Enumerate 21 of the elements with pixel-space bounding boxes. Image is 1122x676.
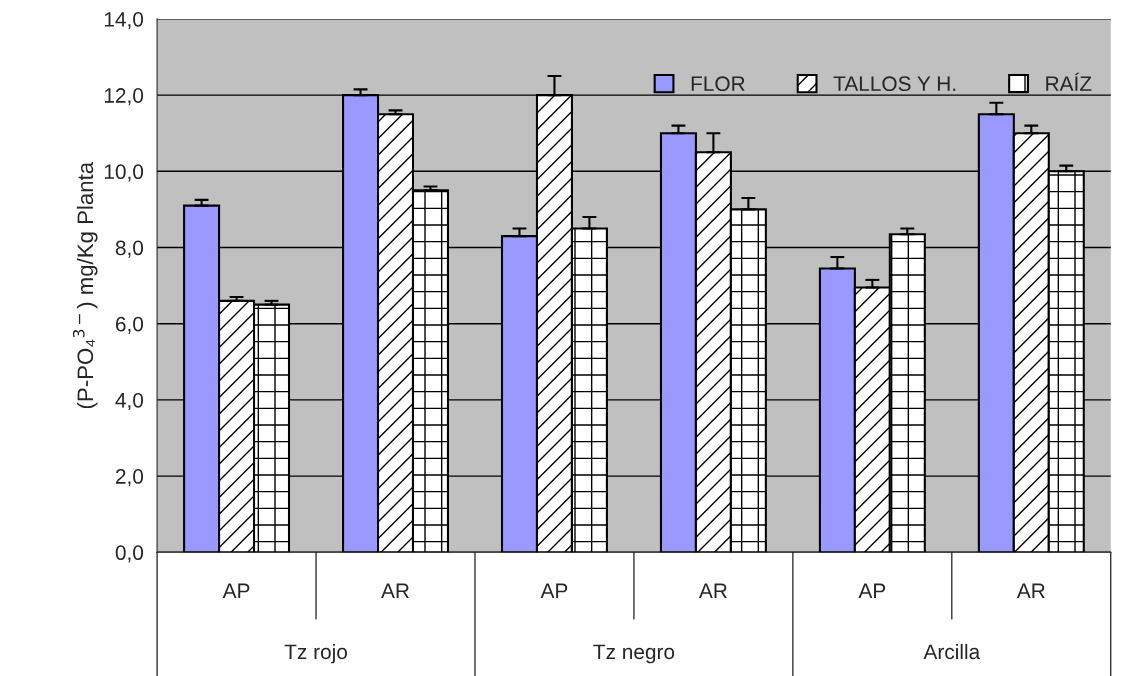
y-tick-label: 14,0 xyxy=(104,11,144,30)
x-tick-label: AR xyxy=(381,583,410,598)
y-tick-label: 6,0 xyxy=(115,316,144,334)
x-tick-label: AR xyxy=(698,583,727,598)
text: Tz negro xyxy=(593,644,675,664)
x-tick-label: AP xyxy=(858,583,886,598)
text: Arcilla xyxy=(923,643,981,660)
y-tick-label: 8,0 xyxy=(115,240,144,258)
x-tick-label: AP xyxy=(540,583,568,598)
y-tick-label: 10,0 xyxy=(104,164,144,182)
y-tick-label: 2,0 xyxy=(115,469,144,487)
legend-label: FLOR xyxy=(691,76,745,92)
y-tick-label: 0,0 xyxy=(115,545,144,563)
legend-label: TALLOS Y H. xyxy=(833,76,956,92)
y-tick-label: 12,0 xyxy=(104,88,144,106)
y-tick-label: 4,0 xyxy=(115,392,144,411)
y-axis-title: (P-PO₄$^{3−}$) mg/Kg Planta xyxy=(72,161,98,409)
text: Tz rojo xyxy=(284,643,347,664)
x-tick-label: AR xyxy=(1016,583,1045,598)
legend-label: RAÍZ xyxy=(1046,72,1092,91)
x-tick-label: AP xyxy=(222,583,250,598)
